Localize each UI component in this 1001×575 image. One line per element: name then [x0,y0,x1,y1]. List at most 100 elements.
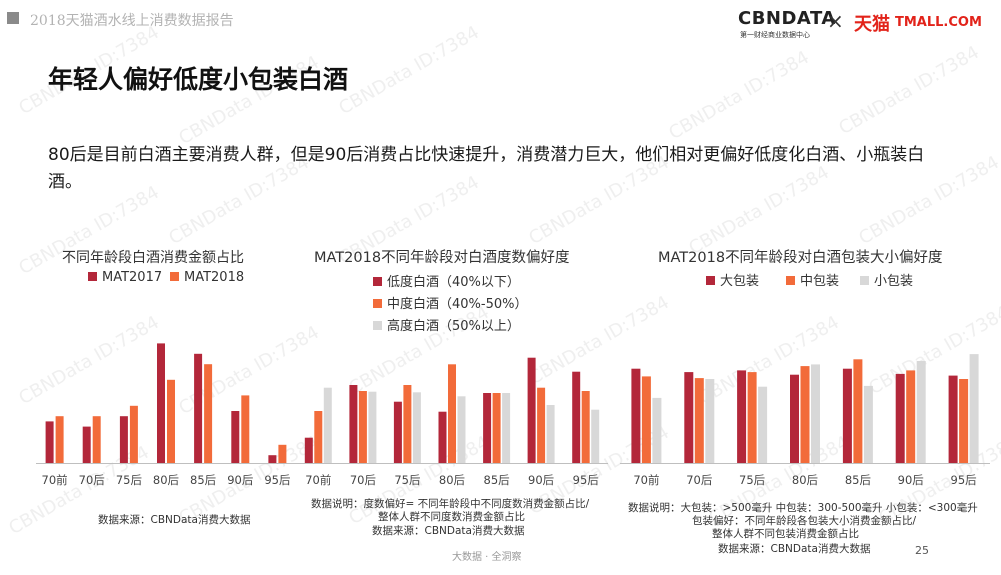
chart-2-bar-85后-低度白酒（40%以下） [483,393,492,463]
logo-separator: × [827,9,844,33]
chart-2-bar-85后-中度白酒（40%-50%） [492,393,501,463]
legend-swatch [88,272,97,281]
chart-3-tick-label: 95后 [951,473,977,487]
legend-swatch [706,276,715,285]
chart-1-bar-70后-MAT2017 [82,426,91,463]
chart-3-bar-70前-大包装 [631,368,641,463]
footer-brand: 大数据 · 全洞察 [452,552,522,563]
chart-1-bar-75后-MAT2018 [129,405,138,463]
legend-swatch [373,321,382,330]
legend-label: 小包装 [874,274,914,289]
chart-1-bar-90后-MAT2018 [241,395,250,463]
chart-2-tick-label: 70前 [305,473,331,487]
chart-2-tick-label: 70后 [350,473,376,487]
chart-1-tick-label: 70前 [42,473,68,487]
chart-2-bar-90后-高度白酒（50%以上） [546,405,555,463]
chart-3-bar-70前-中包装 [641,376,651,463]
chart-2-legend-high: 高度白酒（50%以上） [373,315,520,334]
chart-1-tick-label: 70后 [79,473,105,487]
chart-2-title: MAT2018不同年龄段对白酒度数偏好度 [314,250,570,266]
chart-1-bar-85后-MAT2017 [194,353,203,463]
header-square-icon [7,12,19,24]
chart-2-bar-90后-低度白酒（40%以下） [527,357,536,463]
chart-1-title: 不同年龄段白酒消费金额占比 [62,250,244,266]
legend-label: 高度白酒（50%以上） [387,319,520,334]
legend-swatch [170,272,179,281]
chart-2-bar-70后-高度白酒（50%以上） [368,391,377,463]
cbndata-logo-subtitle: 第一财经商业数据中心 [740,31,810,39]
chart-3-legend-medium: 中包装 [786,270,839,289]
chart-2-bar-70前-高度白酒（50%以上） [323,387,332,463]
chart-2-bar-75后-低度白酒（40%以下） [393,401,402,463]
chart-2-bar-70后-低度白酒（40%以下） [349,385,358,463]
chart-3-bar-85后-大包装 [842,368,852,463]
chart-2-tick-label: 90后 [528,473,554,487]
chart-1-tick-label: 85后 [190,473,216,487]
chart-2-bar-70后-中度白酒（40%-50%） [358,391,367,463]
chart-3-note-line-2: 包装偏好：不同年龄段各包装大小消费金额占比/ [692,515,917,527]
chart-2-tick-label: 80后 [439,473,465,487]
tmall-logo: 天猫 [854,14,890,35]
chart-2-tick-label: 75后 [394,473,420,487]
legend-label: 中度白酒（40%-50%） [387,297,528,312]
chart-3-legend-small: 小包装 [860,270,913,289]
chart-2-note-line-2: 整体人群不同度数消费金额占比 [378,511,525,523]
chart-2-bar-70前-低度白酒（40%以下） [304,437,313,463]
legend-label: 低度白酒（40%以下） [387,275,520,290]
chart-1-legend-mat2018: MAT2018 [170,270,244,285]
chart-1-tick-label: 80后 [153,473,179,487]
chart-3-tick-label: 85后 [845,473,871,487]
chart-2-bar-75后-中度白酒（40%-50%） [403,385,412,463]
chart-1-tick-label: 95后 [264,473,290,487]
chart-1-bar-80后-MAT2017 [157,343,165,463]
chart-3-tick-label: 70后 [686,473,712,487]
chart-3-bar-70后-中包装 [694,378,704,463]
legend-swatch [786,276,795,285]
chart-1-bar-95后-MAT2018 [278,444,287,463]
chart-1-source: 数据来源：CBNData消费大数据 [98,514,251,526]
chart-1-tick-label: 75后 [116,473,142,487]
chart-3-bar-85后-小包装 [863,385,873,463]
chart-3-bar-80后-大包装 [790,374,799,463]
chart-2-tick-label: 95后 [573,473,599,487]
legend-swatch [373,299,382,308]
chart-3-tick-label: 80后 [792,473,818,487]
chart-3-bar-95后-大包装 [948,375,958,463]
chart-1-bar-95后-MAT2017 [268,455,277,463]
chart-2-bar-80后-高度白酒（50%以上） [457,396,466,463]
chart-3-bar-95后-中包装 [959,379,969,463]
chart-2-bar-75后-高度白酒（50%以上） [412,392,421,463]
chart-1-bar-75后-MAT2017 [119,416,128,463]
chart-3-title: MAT2018不同年龄段对白酒包装大小偏好度 [658,250,943,266]
chart-3-tick-label: 75后 [739,473,765,487]
chart-2-bar-95后-中度白酒（40%-50%） [581,391,590,463]
chart-1-bar-70前-MAT2017 [45,421,54,463]
chart-2-legend-mid: 中度白酒（40%-50%） [373,293,527,312]
chart-1-bar-70前-MAT2018 [55,416,64,463]
chart-3-bar-70后-大包装 [684,372,694,463]
legend-swatch [373,277,382,286]
chart-3-bar-85后-中包装 [853,359,863,463]
tmall-logo-domain: TMALL.COM [895,15,982,30]
chart-3-bar-80后-小包装 [811,364,820,463]
chart-2-bar-80后-低度白酒（40%以下） [438,411,447,463]
legend-swatch [860,276,869,285]
chart-3-bar-90后-小包装 [916,361,926,463]
chart-2-bar-85后-高度白酒（50%以上） [502,393,511,463]
chart-3-bar-90后-大包装 [895,373,905,463]
legend-label: 大包装 [720,274,760,289]
report-title: 2018天猫酒水线上消费数据报告 [30,13,234,29]
chart-1-bar-80后-MAT2018 [167,379,175,463]
chart-2-bar-95后-低度白酒（40%以下） [572,371,581,463]
chart-3-legend-large: 大包装 [706,270,759,289]
legend-label: MAT2018 [184,270,245,285]
chart-1-tick-label: 90后 [227,473,253,487]
chart-3-bar-75后-小包装 [758,386,768,463]
chart-2-source: 数据来源：CBNData消费大数据 [372,525,525,537]
chart-1-bar-70后-MAT2018 [92,416,101,463]
chart-3-note-line-1: 数据说明：大包装：>500毫升 中包装：300-500毫升 小包装：<300毫升 [628,502,978,514]
chart-3-bar-70后-小包装 [705,379,715,463]
chart-3-bar-75后-大包装 [737,370,747,463]
chart-3-bar-70前-小包装 [652,397,662,463]
intro-paragraph: 80后是目前白酒主要消费人群，但是90后消费占比快速提升，消费潜力巨大，他们相对… [48,145,925,192]
